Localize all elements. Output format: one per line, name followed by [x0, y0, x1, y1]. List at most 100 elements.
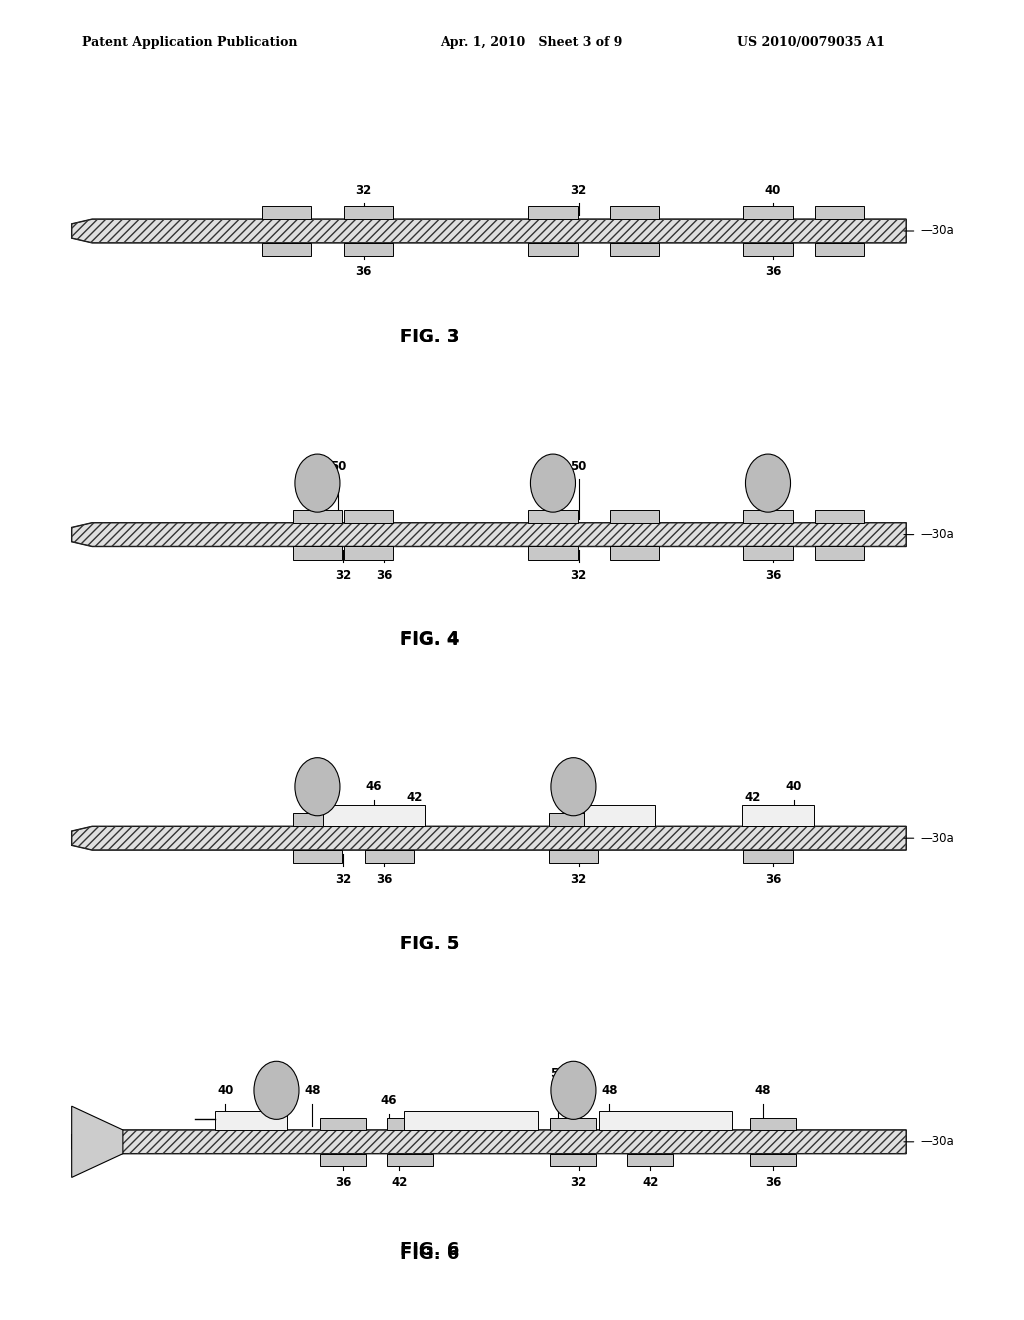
Text: 36: 36: [765, 873, 781, 886]
Text: Patent Application Publication: Patent Application Publication: [82, 36, 297, 49]
Bar: [528, 206, 578, 219]
Text: 50: 50: [570, 763, 587, 776]
Circle shape: [551, 1061, 596, 1119]
Bar: [627, 1118, 674, 1130]
Text: 46: 46: [381, 1094, 397, 1107]
Text: 50: 50: [330, 459, 346, 473]
Text: 50: 50: [570, 459, 587, 473]
Text: 50: 50: [314, 763, 331, 776]
Circle shape: [551, 758, 596, 816]
Text: 46: 46: [366, 780, 382, 793]
Bar: [293, 850, 342, 863]
Polygon shape: [72, 523, 906, 546]
Bar: [750, 1154, 797, 1166]
Text: FIG. 6: FIG. 6: [400, 1241, 460, 1259]
Text: —30a: —30a: [921, 832, 954, 845]
Polygon shape: [72, 219, 906, 243]
Bar: [750, 1118, 797, 1130]
Bar: [365, 850, 414, 863]
Bar: [743, 546, 793, 560]
Text: 32: 32: [355, 183, 372, 197]
Text: 50: 50: [263, 1067, 280, 1080]
Text: 40: 40: [765, 183, 781, 197]
Bar: [528, 510, 578, 523]
Text: 32: 32: [570, 1176, 587, 1189]
Text: 42: 42: [642, 1176, 658, 1189]
Bar: [365, 813, 414, 826]
Text: 48: 48: [755, 1084, 771, 1097]
Circle shape: [745, 454, 791, 512]
Polygon shape: [72, 826, 906, 850]
Bar: [610, 206, 659, 219]
Bar: [815, 510, 864, 523]
Polygon shape: [72, 1130, 906, 1154]
Text: —30a: —30a: [921, 528, 954, 541]
Circle shape: [295, 758, 340, 816]
Bar: [319, 1154, 367, 1166]
Bar: [344, 206, 393, 219]
Bar: [319, 1118, 367, 1130]
Bar: [610, 510, 659, 523]
Bar: [599, 1111, 732, 1130]
Bar: [549, 850, 598, 863]
Text: 32: 32: [570, 569, 587, 582]
Bar: [815, 546, 864, 560]
Text: —30a: —30a: [921, 1135, 954, 1148]
Text: FIG. 4: FIG. 4: [400, 631, 460, 649]
Text: FIG. 4: FIG. 4: [400, 630, 460, 648]
Bar: [293, 546, 342, 560]
Text: 36: 36: [765, 1176, 781, 1189]
Bar: [551, 1118, 597, 1130]
Text: 40: 40: [217, 1084, 233, 1097]
Bar: [743, 813, 793, 826]
Text: 32: 32: [570, 183, 587, 197]
Text: FIG. 3: FIG. 3: [400, 327, 460, 346]
Text: 36: 36: [335, 1176, 351, 1189]
Bar: [815, 206, 864, 219]
Bar: [610, 243, 659, 256]
Bar: [215, 1111, 287, 1130]
Text: FIG. 3: FIG. 3: [400, 327, 460, 346]
Polygon shape: [72, 1106, 123, 1177]
Text: 42: 42: [744, 791, 761, 804]
Circle shape: [254, 1061, 299, 1119]
Bar: [262, 243, 311, 256]
Bar: [584, 805, 655, 826]
Bar: [549, 813, 598, 826]
Text: —30a: —30a: [921, 224, 954, 238]
Bar: [293, 510, 342, 523]
Bar: [387, 1154, 432, 1166]
Text: 40: 40: [765, 487, 781, 500]
Bar: [551, 1154, 597, 1166]
Circle shape: [530, 454, 575, 512]
Bar: [387, 1118, 432, 1130]
Bar: [528, 546, 578, 560]
Text: 42: 42: [407, 791, 423, 804]
Text: FIG. 5: FIG. 5: [400, 935, 460, 953]
Bar: [293, 813, 342, 826]
Text: FIG. 6: FIG. 6: [400, 1245, 460, 1263]
Bar: [344, 546, 393, 560]
Text: 40: 40: [785, 780, 802, 793]
Bar: [743, 510, 793, 523]
Bar: [344, 243, 393, 256]
Bar: [743, 206, 793, 219]
Text: 42: 42: [391, 1176, 408, 1189]
Text: 32: 32: [570, 873, 587, 886]
Text: 32: 32: [335, 569, 351, 582]
Text: 36: 36: [355, 265, 372, 279]
Text: 36: 36: [376, 569, 392, 582]
Bar: [742, 805, 814, 826]
Text: 50: 50: [550, 1067, 566, 1080]
Bar: [627, 1154, 674, 1166]
Circle shape: [295, 454, 340, 512]
Bar: [743, 850, 793, 863]
Text: 36: 36: [765, 265, 781, 279]
Bar: [610, 546, 659, 560]
Bar: [404, 1111, 538, 1130]
Bar: [815, 243, 864, 256]
Text: US 2010/0079035 A1: US 2010/0079035 A1: [737, 36, 885, 49]
Text: Apr. 1, 2010   Sheet 3 of 9: Apr. 1, 2010 Sheet 3 of 9: [440, 36, 623, 49]
Bar: [344, 510, 393, 523]
Text: FIG. 5: FIG. 5: [400, 935, 460, 953]
